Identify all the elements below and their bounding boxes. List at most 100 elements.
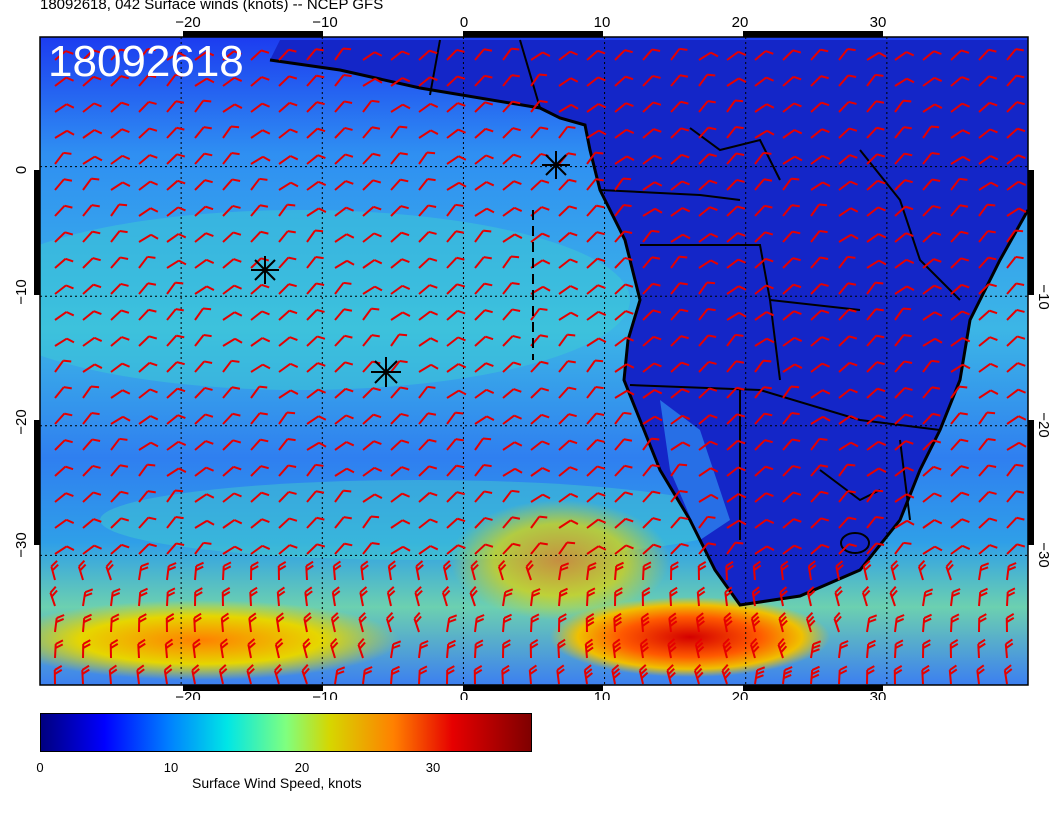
wind-barb (586, 257, 606, 269)
wind-barb (250, 129, 271, 139)
wind-barb (334, 126, 353, 139)
wind-barb (838, 415, 859, 425)
wind-barb (922, 151, 940, 165)
wind-barb (390, 333, 408, 347)
wind-barb (922, 439, 942, 451)
wind-barb (54, 639, 64, 659)
wind-barb (838, 335, 858, 347)
wind-barb (502, 361, 522, 373)
wind-barb (978, 362, 999, 373)
wind-barb (894, 285, 915, 295)
wind-barb (306, 48, 324, 61)
wind-barb (782, 230, 801, 243)
wind-barb (530, 588, 541, 607)
wind-barb (222, 258, 242, 269)
wind-barb (698, 100, 716, 113)
wind-barb (497, 560, 507, 581)
wind-barb (358, 612, 367, 633)
wind-barb (306, 101, 325, 113)
high-wind-core (550, 597, 830, 677)
wind-barb (474, 127, 494, 139)
wind-barb (838, 74, 857, 87)
wind-barb (446, 283, 466, 295)
wind-barb (721, 664, 732, 685)
wind-barb (194, 360, 213, 373)
wind-barb (866, 308, 884, 321)
left-lat-tick: −20 (13, 409, 30, 434)
wind-barb (950, 613, 960, 633)
wind-barb (138, 587, 148, 607)
wind-barb (613, 612, 623, 633)
yellow-wind-band (40, 600, 400, 680)
wind-barb (418, 76, 438, 87)
wind-barb (698, 387, 718, 399)
wind-barb (192, 638, 201, 659)
wind-barb (614, 75, 634, 87)
wind-barb (138, 335, 158, 347)
wind-barb (749, 638, 760, 659)
wind-barb (838, 47, 856, 61)
wind-barb (922, 519, 943, 529)
wind-barb (222, 386, 241, 399)
wind-barb (54, 204, 73, 217)
wind-barb (530, 360, 549, 373)
wind-barb (250, 230, 269, 243)
wind-barb (82, 310, 102, 321)
wind-barb (390, 466, 410, 477)
wind-barb (751, 586, 761, 607)
wind-barb (558, 77, 579, 87)
wind-barb (754, 231, 774, 243)
wind-barb (754, 76, 774, 87)
wind-barb (586, 310, 607, 321)
wind-barb (222, 492, 242, 503)
wind-barb (138, 490, 156, 503)
wind-barb (474, 639, 484, 659)
wind-barb (385, 612, 395, 633)
wind-barb (614, 587, 623, 607)
wind-barb (278, 309, 298, 321)
wind-barb (670, 47, 688, 61)
wind-barb (334, 542, 353, 555)
wind-barb (1004, 638, 1014, 659)
wind-barb (304, 586, 313, 607)
wind-barb (922, 178, 941, 191)
wind-barb (418, 518, 438, 529)
wind-barb (810, 181, 831, 191)
wind-barb (278, 362, 299, 373)
wind-barb (642, 282, 661, 295)
wind-barb (614, 336, 634, 347)
wind-barb (1006, 255, 1024, 269)
wind-barb (950, 465, 969, 477)
wind-barb (54, 337, 75, 347)
wind-barb (642, 154, 662, 165)
wind-barb (614, 155, 635, 165)
wind-barb (166, 308, 184, 321)
wind-barb (306, 308, 325, 321)
wind-barb (414, 586, 423, 607)
bottom-lon-tick: 20 (732, 689, 749, 700)
wind-barb (833, 612, 842, 633)
wind-barb (441, 586, 451, 607)
wind-barb (698, 440, 718, 451)
wind-barb (390, 386, 409, 399)
wind-barb (558, 333, 576, 347)
wind-barb (446, 639, 456, 659)
wind-barb (695, 612, 705, 633)
wind-barb (390, 412, 409, 425)
wind-barb (334, 467, 355, 477)
wind-barb (725, 560, 734, 581)
wind-barb (164, 638, 174, 659)
wind-barb (670, 388, 690, 399)
colorbar-tick: 10 (163, 760, 179, 775)
wind-barb (528, 664, 538, 685)
wind-barb (390, 103, 411, 113)
wind-barb (502, 255, 520, 269)
wind-barb (529, 639, 539, 659)
wind-barb (222, 519, 243, 529)
wind-barb (668, 612, 678, 633)
wind-barb (474, 101, 494, 113)
wind-barb (1005, 613, 1015, 633)
wind-barb (82, 411, 100, 425)
wind-barb (838, 255, 856, 269)
wind-barb (362, 515, 380, 529)
